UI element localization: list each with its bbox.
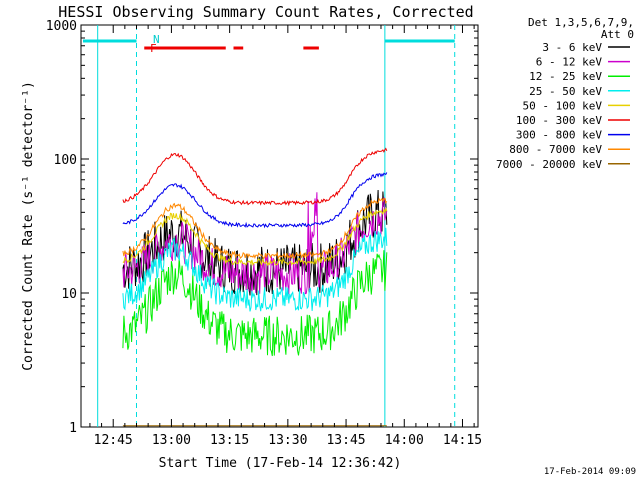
x-axis: 12:45 13:00 13:15 13:30 13:45 14:00 14:15 <box>89 25 482 448</box>
y-tick-label-3: 1000 <box>46 19 77 34</box>
series-line-6 <box>122 172 388 229</box>
legend: Det 1,3,5,6,7,9, Att 0 3 - 6 keV 6 - 12 k… <box>496 16 634 171</box>
legend-label-4: 50 - 100 keV <box>523 99 603 112</box>
flag-bars <box>83 25 456 427</box>
legend-label-6: 300 - 800 keV <box>516 129 602 142</box>
plot-area <box>80 24 479 428</box>
legend-header-det: Det 1,3,5,6,7,9, <box>528 16 634 29</box>
x-tick-label-3: 13:30 <box>268 433 307 448</box>
plot-frame <box>80 24 479 428</box>
legend-label-2: 12 - 25 keV <box>529 70 602 83</box>
series-line-3 <box>122 227 388 312</box>
y-tick-label-0: 1 <box>69 421 77 436</box>
x-tick-label-2: 13:15 <box>210 433 249 448</box>
y-axis: 1 10 100 1000 <box>46 19 478 436</box>
x-tick-label-6: 14:15 <box>443 433 482 448</box>
legend-label-7: 800 - 7000 keV <box>509 143 602 156</box>
x-tick-label-0: 12:45 <box>94 433 133 448</box>
series-line-5 <box>122 147 388 207</box>
series-line-2 <box>122 250 388 357</box>
footer-timestamp: 17-Feb-2014 09:09 <box>544 467 636 477</box>
legend-label-3: 25 - 50 keV <box>529 85 602 98</box>
legend-header-att: Att 0 <box>601 28 634 41</box>
series-line-4 <box>122 206 388 267</box>
series-lines <box>122 147 388 427</box>
y-tick-label-2: 100 <box>54 153 77 168</box>
x-tick-label-5: 14:00 <box>385 433 424 448</box>
legend-label-0: 3 - 6 keV <box>542 41 602 54</box>
x-tick-label-1: 13:00 <box>152 433 191 448</box>
x-tick-label-4: 13:45 <box>326 433 365 448</box>
series-line-1 <box>122 192 388 295</box>
x-axis-label: Start Time (17-Feb-14 12:36:42) <box>159 456 402 471</box>
y-tick-label-1: 10 <box>61 287 77 302</box>
series-line-7 <box>122 197 388 260</box>
y-axis-label: Corrected Count Rate (s⁻¹ detector⁻¹) <box>21 81 36 371</box>
legend-label-5: 100 - 300 keV <box>516 114 602 127</box>
legend-label-8: 7000 - 20000 keV <box>496 158 602 171</box>
legend-label-1: 6 - 12 keV <box>536 56 603 69</box>
flare-flag-label: F <box>150 42 157 55</box>
chart-title: HESSI Observing Summary Count Rates, Cor… <box>58 3 473 21</box>
night-flag-label: N <box>153 33 160 46</box>
